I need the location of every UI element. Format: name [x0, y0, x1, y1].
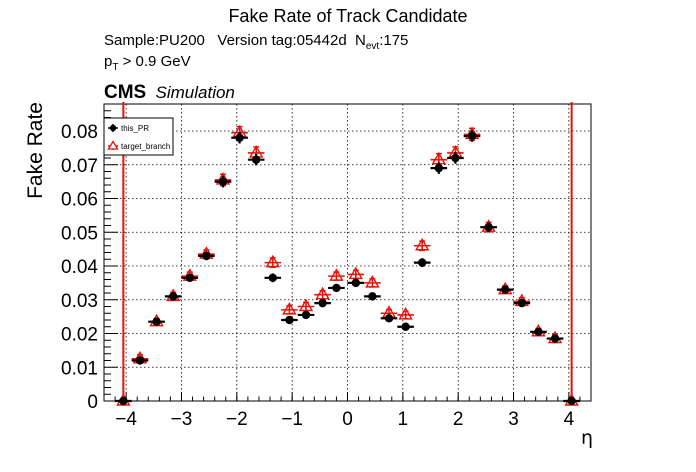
data-point — [517, 298, 527, 308]
data-series — [115, 124, 580, 406]
sample-info-count: :175 — [379, 32, 409, 49]
y-tick-label: 0.06 — [61, 190, 98, 211]
cms-text: CMS — [104, 82, 147, 103]
legend-target-branch-label: target_branch — [121, 142, 170, 151]
data-point — [152, 317, 161, 326]
legend-this-pr-marker — [109, 124, 117, 132]
simulation-text: Simulation — [155, 83, 235, 102]
data-point — [318, 298, 327, 308]
data-point — [384, 314, 394, 323]
data-point — [168, 292, 178, 301]
x-tick-label: 2 — [453, 409, 464, 430]
series-this-PR — [115, 130, 580, 406]
x-tick-label: −2 — [226, 409, 248, 430]
x-tick-labels: −4 −3 −2 −1 0 1 2 3 4 — [115, 409, 574, 430]
y-tick-label: 0.03 — [61, 291, 98, 312]
cms-label: CMS Simulation — [104, 82, 235, 104]
data-point — [567, 396, 576, 406]
pt-subscript: T — [112, 62, 119, 73]
x-tick-label: −4 — [115, 409, 137, 430]
sample-info-sub: evt — [365, 41, 380, 52]
data-point — [415, 237, 430, 251]
y-tick-label: 0.05 — [61, 223, 98, 244]
y-tick-label: 0.08 — [61, 122, 98, 143]
sample-info: Sample:PU200 Version tag:05442d Nevt:175 — [104, 32, 408, 52]
data-point — [401, 322, 410, 331]
data-point — [298, 298, 314, 312]
data-point — [431, 151, 447, 165]
pt-symbol: p — [104, 53, 113, 70]
data-point — [550, 334, 560, 343]
grid — [104, 104, 591, 401]
x-tick-label: 3 — [508, 409, 519, 430]
data-point — [285, 315, 294, 325]
legend-this-pr-label: this_PR — [121, 124, 149, 133]
y-tick-labels: 0 0.01 0.02 0.03 0.04 0.05 0.06 0.07 0.08 — [61, 122, 98, 413]
pt-cut-label: pT > 0.9 GeV — [104, 53, 191, 73]
data-point — [398, 307, 413, 320]
data-point — [484, 222, 493, 232]
y-tick-label: 0.02 — [61, 325, 98, 346]
data-point — [251, 155, 261, 164]
legend: this_PR target_branch — [103, 117, 174, 156]
y-tick-label: 0.04 — [61, 257, 98, 278]
data-point — [282, 301, 297, 315]
data-point — [351, 278, 361, 288]
x-tick-label: 1 — [398, 409, 409, 430]
data-point — [467, 131, 477, 141]
data-point — [329, 268, 344, 281]
data-point — [315, 286, 330, 300]
data-point — [235, 133, 244, 142]
pt-cut-value: > 0.9 GeV — [118, 53, 191, 70]
data-point — [332, 283, 341, 293]
x-tick-label: 0 — [342, 409, 353, 430]
data-point — [348, 266, 364, 280]
x-tick-label: 4 — [564, 409, 575, 430]
chart-title: Fake Rate of Track Candidate — [228, 6, 468, 26]
legend-target-branch-marker — [107, 140, 119, 150]
x-tick-label: −3 — [171, 409, 193, 430]
data-point — [534, 327, 543, 337]
data-point — [202, 251, 211, 261]
y-tick-label: 0 — [87, 392, 98, 413]
axis-ticks — [104, 110, 581, 402]
sample-info-text: Sample:PU200 Version tag:05442d N — [104, 32, 366, 49]
y-tick-label: 0.01 — [61, 358, 98, 379]
data-point — [434, 163, 444, 173]
data-point — [368, 292, 377, 301]
x-axis-label: η — [581, 427, 593, 449]
data-point — [185, 273, 194, 283]
data-point — [265, 254, 280, 268]
data-point — [135, 356, 145, 365]
data-point — [218, 177, 228, 186]
data-point — [418, 258, 427, 267]
y-axis-label: Fake Rate — [24, 102, 47, 199]
data-point — [365, 274, 380, 288]
data-point — [268, 273, 277, 283]
data-point — [451, 153, 460, 163]
data-point — [301, 310, 311, 320]
y-tick-label: 0.07 — [61, 156, 98, 177]
x-tick-label: −1 — [281, 409, 303, 430]
data-point — [501, 285, 510, 294]
data-point — [119, 396, 128, 406]
